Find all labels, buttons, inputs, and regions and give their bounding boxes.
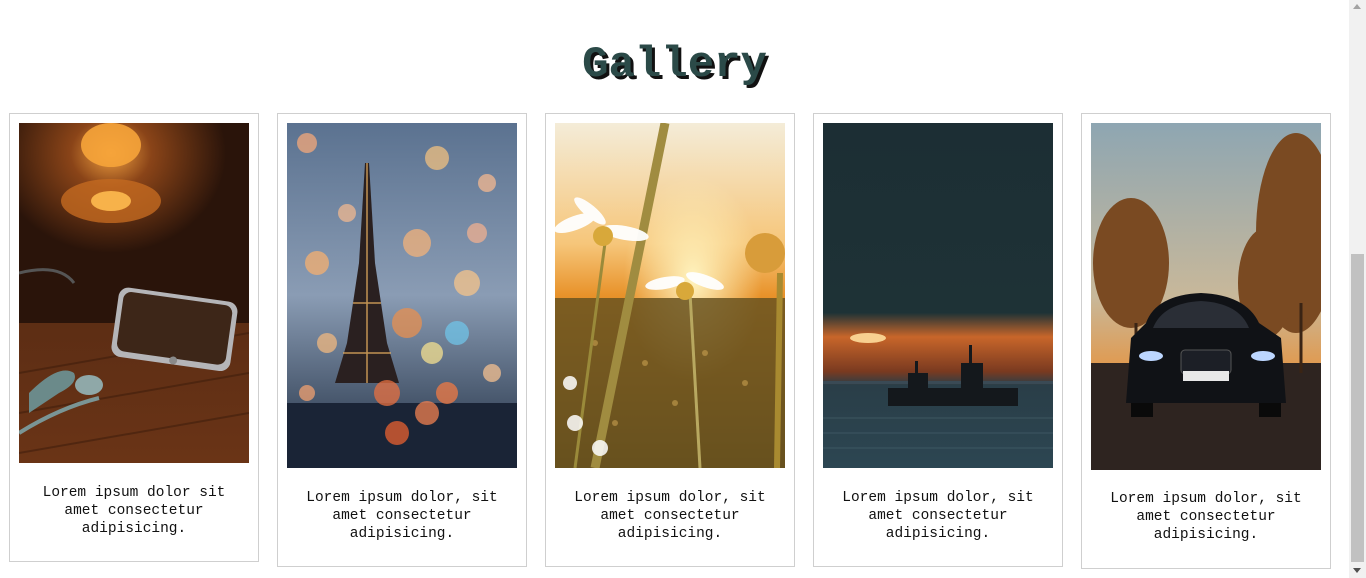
page-title: Gallery (582, 40, 767, 90)
phone-earbuds-photo[interactable] (19, 123, 249, 463)
card-caption: Lorem ipsum dolor, sit amet consectetur … (574, 490, 766, 542)
card-caption: Lorem ipsum dolor, sit amet consectetur … (842, 490, 1034, 542)
gallery-card-2[interactable]: Lorem ipsum dolor, sit amet consectetur … (277, 113, 527, 567)
vertical-scrollbar[interactable] (1349, 0, 1366, 578)
boat-sunset-sea-photo[interactable] (823, 123, 1053, 468)
gallery-card-4[interactable]: Lorem ipsum dolor, sit amet consectetur … (813, 113, 1063, 567)
card-caption: Lorem ipsum dolor, sit amet consectetur … (306, 490, 498, 542)
eiffel-tower-bokeh-photo[interactable] (287, 123, 517, 468)
gallery-card-1[interactable]: Lorem ipsum dolor sit amet consectetur a… (9, 113, 259, 562)
scroll-thumb[interactable] (1351, 254, 1364, 562)
gallery-card-5[interactable]: Lorem ipsum dolor, sit amet consectetur … (1081, 113, 1331, 569)
card-caption: Lorem ipsum dolor sit amet consectetur a… (42, 485, 226, 537)
black-car-road-photo[interactable] (1091, 123, 1321, 470)
daisies-sunset-photo[interactable] (555, 123, 785, 468)
scroll-down-icon[interactable] (1353, 568, 1361, 573)
scroll-up-icon[interactable] (1353, 4, 1361, 9)
card-caption: Lorem ipsum dolor, sit amet consectetur … (1110, 491, 1302, 543)
gallery-card-3[interactable]: Lorem ipsum dolor, sit amet consectetur … (545, 113, 795, 567)
